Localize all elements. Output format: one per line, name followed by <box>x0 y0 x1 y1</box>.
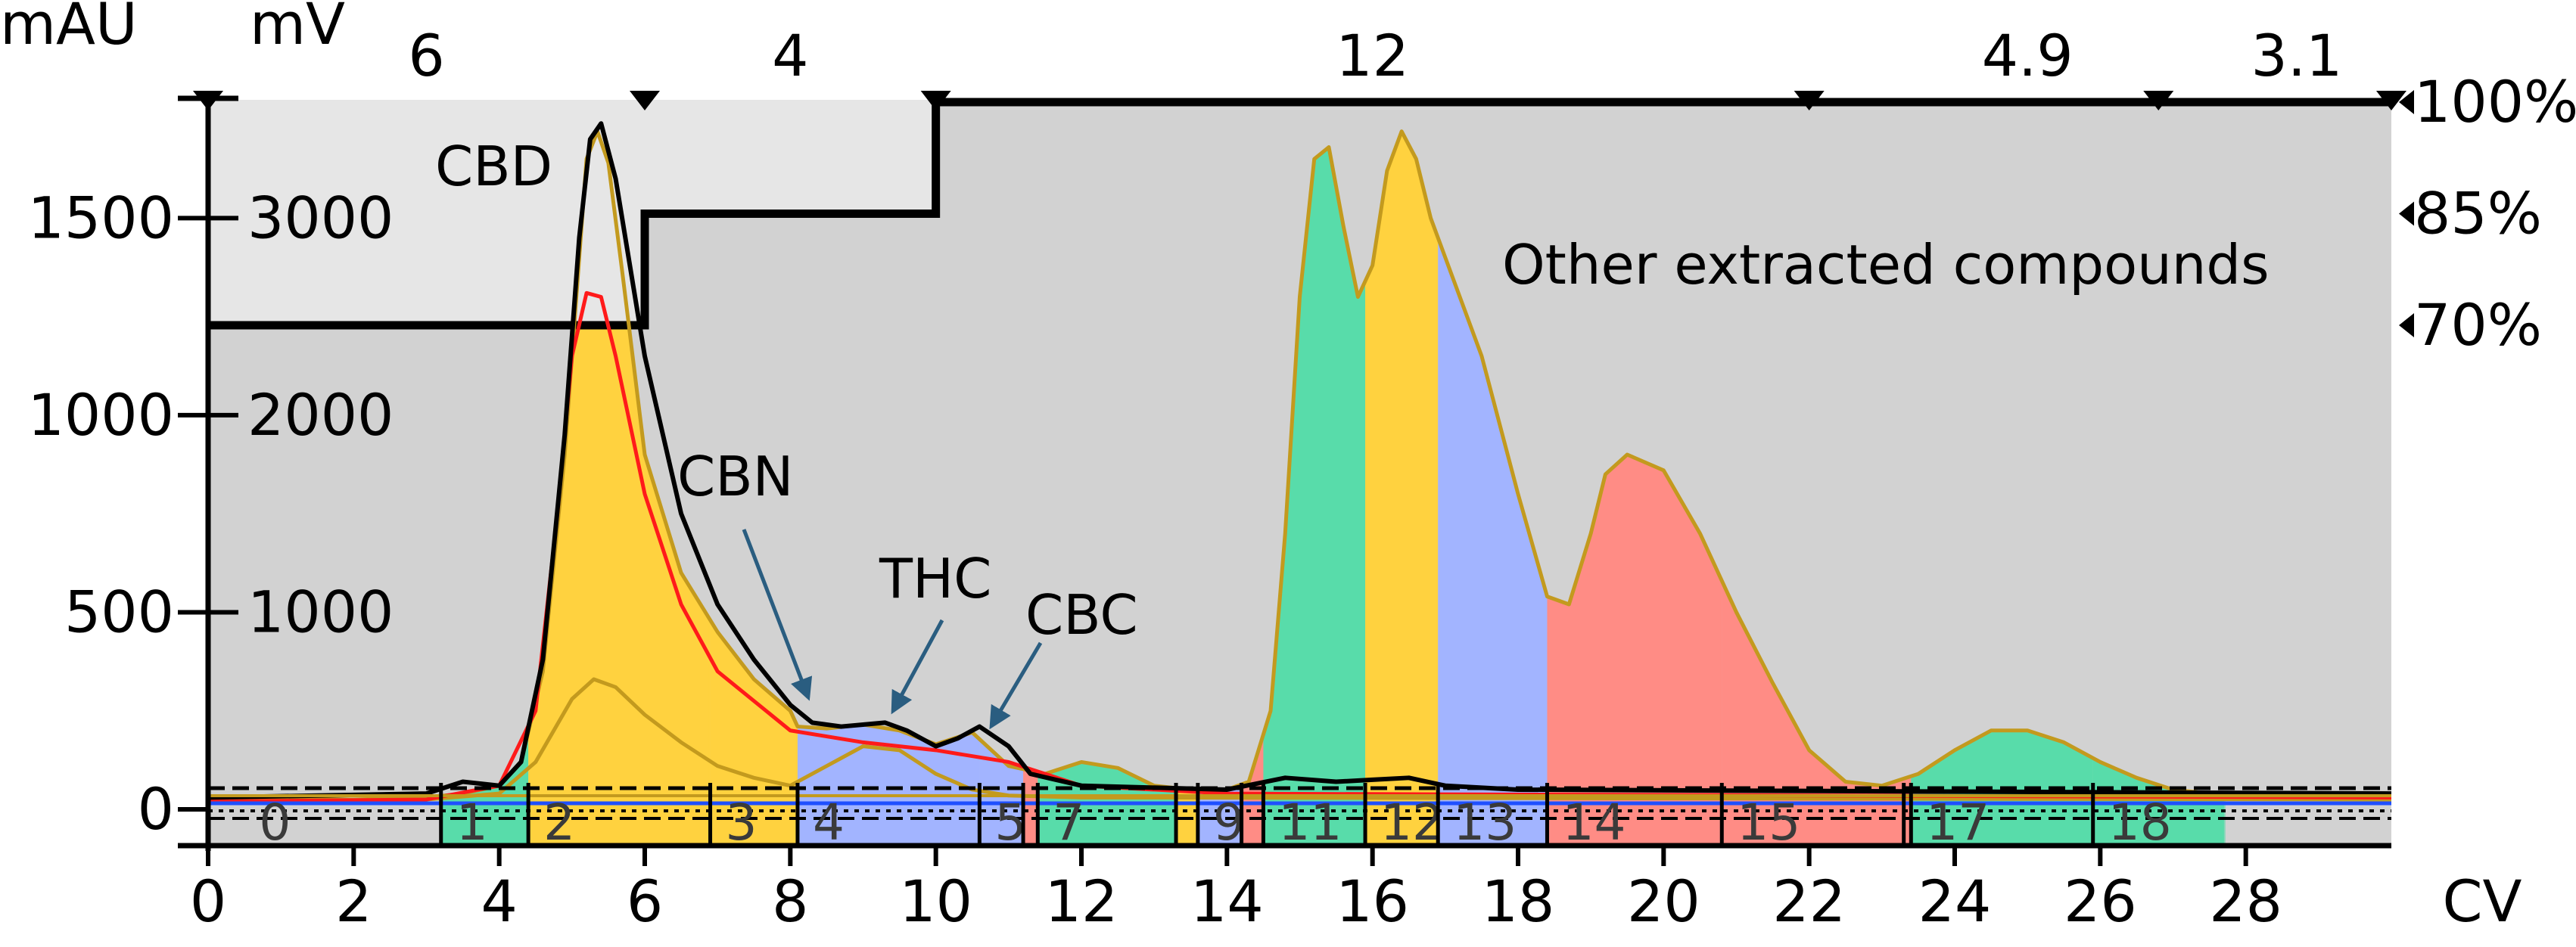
fraction-label: 2 <box>543 793 575 852</box>
fraction-label: 18 <box>2108 793 2172 852</box>
gradient-step-marker <box>1794 91 1825 110</box>
y-right-unit: mV <box>250 0 345 57</box>
x-tick-label: 16 <box>1336 868 1409 935</box>
fraction-band <box>1438 238 1548 843</box>
y-mv-tick-label: 3000 <box>247 184 394 251</box>
x-tick-label: 6 <box>627 868 663 935</box>
percent-label: 85% <box>2414 180 2542 247</box>
fraction-label: 1 <box>456 793 488 852</box>
gradient-step-marker <box>920 91 951 110</box>
fraction-band <box>1365 131 1439 843</box>
x-tick-label: 26 <box>2064 868 2137 935</box>
x-tick-label: 0 <box>190 868 226 935</box>
trace-uv_secondary <box>207 290 2392 804</box>
gradient-step-marker <box>2376 91 2406 110</box>
percent-marker <box>2399 313 2414 337</box>
fraction-label: 11 <box>1278 793 1342 852</box>
fraction-label: 14 <box>1562 793 1626 852</box>
fraction-label: 9 <box>1213 793 1245 852</box>
fraction-label: 13 <box>1453 793 1517 852</box>
fraction-label: 12 <box>1380 793 1444 852</box>
fraction-band <box>440 731 529 843</box>
x-tick-label: 24 <box>1918 868 1992 935</box>
segment-label: 12 <box>1336 22 1409 89</box>
y-mv-tick-label: 1000 <box>247 578 394 645</box>
thc-arrow <box>891 619 944 715</box>
segment-label: 6 <box>408 22 444 89</box>
annotations-layer: CBD CBN THC CBC Other extracted compound… <box>435 135 2270 730</box>
fraction-label: 7 <box>1053 793 1084 852</box>
x-tick-label: 4 <box>481 868 517 935</box>
cbn-arrow <box>742 529 813 701</box>
fraction-label: 15 <box>1737 793 1800 852</box>
gradient-step-marker <box>193 91 223 110</box>
x-axis-title: CV <box>2442 868 2522 935</box>
x-tick-label: 8 <box>772 868 808 935</box>
other-compounds-label: Other extracted compounds <box>1502 233 2270 297</box>
x-tick-label: 10 <box>899 868 972 935</box>
segment-label: 4.9 <box>1982 22 2074 89</box>
y-left-unit: mAU <box>0 0 138 57</box>
fraction-band <box>1263 147 1366 844</box>
cbc-label: CBC <box>1025 583 1138 647</box>
percent-label: 70% <box>2414 291 2542 359</box>
percent-marker <box>2399 201 2414 226</box>
fraction-label: 4 <box>813 793 845 852</box>
gradient-step-marker <box>2143 91 2174 110</box>
y-left-tick-label: 500 <box>64 578 174 645</box>
thc-label: THC <box>879 547 991 610</box>
gradient-step-marker <box>630 91 660 110</box>
fraction-label: 5 <box>994 793 1026 852</box>
x-tick-label: 28 <box>2209 868 2282 935</box>
x-tick-label: 2 <box>335 868 372 935</box>
fraction-band <box>797 724 980 843</box>
y-mv-tick-label: 2000 <box>247 381 394 449</box>
x-tick-label: 18 <box>1482 868 1555 935</box>
trace-absorbance_envelope <box>208 129 2392 802</box>
x-tick-label: 20 <box>1627 868 1700 935</box>
x-tick-label: 22 <box>1772 868 1846 935</box>
x-tick-label: 14 <box>1190 868 1264 935</box>
fraction-label-zero: 0 <box>259 793 291 852</box>
baseline-layer <box>208 786 2391 820</box>
y-left-tick-label: 1500 <box>28 184 174 251</box>
fraction-band <box>1722 580 1904 843</box>
cbd-label: CBD <box>435 135 552 198</box>
fraction-labels-layer: 1 2 3 4 5 7 9 11 12 13 14 15 17 180 <box>259 783 2172 852</box>
fraction-label: 17 <box>1926 793 1990 852</box>
segment-label: 4 <box>772 22 808 89</box>
y-left-tick-label: 0 <box>138 775 174 843</box>
fraction-band <box>528 131 711 843</box>
cbn-label: CBN <box>677 445 794 508</box>
x-tick-label: 12 <box>1045 868 1118 935</box>
fraction-label: 3 <box>726 793 758 852</box>
percent-label: 100% <box>2414 68 2576 135</box>
segment-label: 3.1 <box>2251 22 2343 89</box>
gradient-region <box>208 100 2391 325</box>
y-left-tick-label: 1000 <box>28 381 174 449</box>
trace-uv_primary_black <box>207 121 2392 800</box>
fraction-band <box>1547 455 1722 843</box>
cbc-arrow <box>989 641 1043 730</box>
percent-marker <box>2399 90 2414 114</box>
